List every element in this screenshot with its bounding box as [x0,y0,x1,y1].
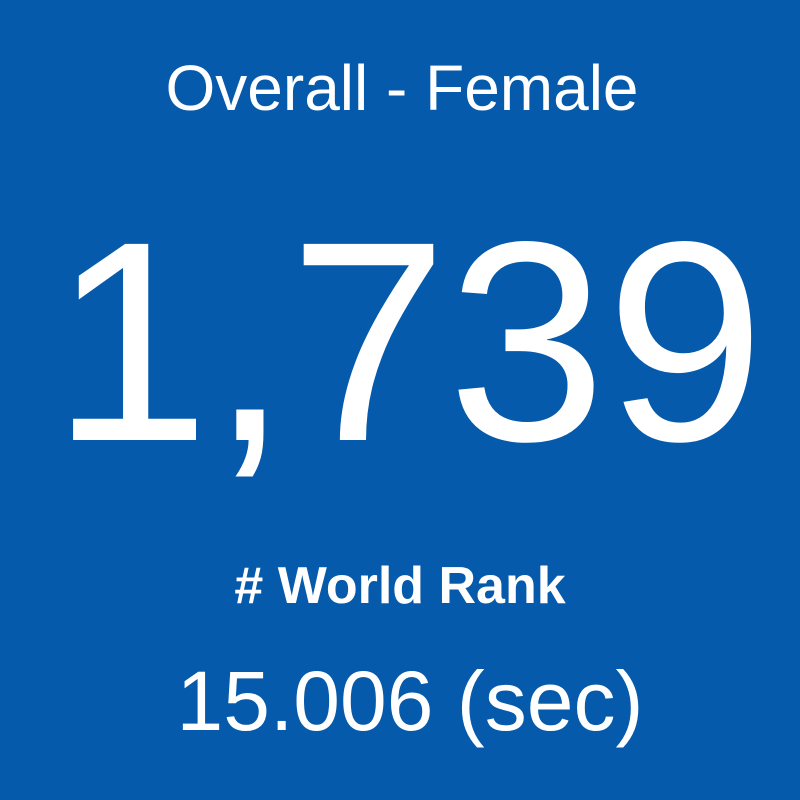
card-label: # World Rank [234,557,565,615]
card-value: 1,739 [51,183,764,501]
card-title: Overall - Female [166,52,639,124]
card-detail: 15.006 (sec) [177,654,644,748]
